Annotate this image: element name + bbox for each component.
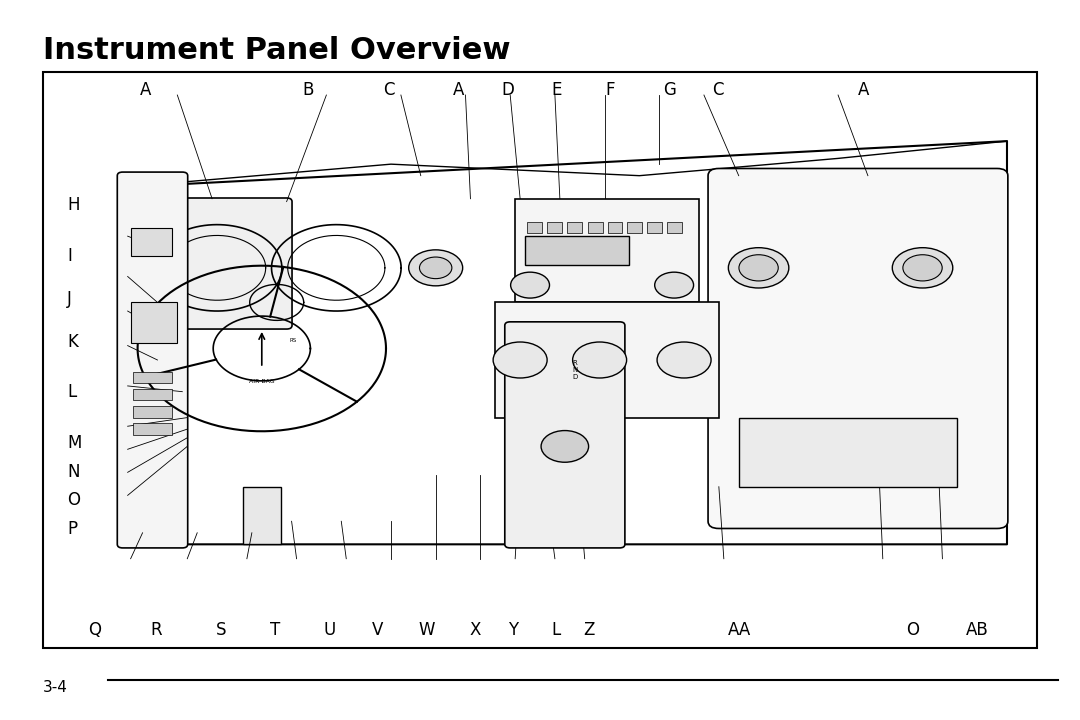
Bar	[243, 487, 281, 544]
Text: L: L	[67, 383, 77, 402]
Bar	[133, 406, 173, 418]
Text: RS: RS	[289, 338, 297, 343]
Bar	[131, 228, 173, 256]
Text: F: F	[606, 81, 615, 99]
Text: E: E	[551, 81, 562, 99]
Bar	[588, 222, 603, 233]
Text: 3-4: 3-4	[43, 680, 68, 695]
Text: B: B	[302, 81, 313, 99]
Circle shape	[728, 248, 788, 288]
Text: G: G	[663, 81, 676, 99]
Text: W: W	[418, 621, 435, 639]
Bar	[627, 222, 643, 233]
Text: Q: Q	[89, 621, 102, 639]
Text: L: L	[552, 621, 561, 639]
Text: C: C	[383, 81, 394, 99]
Circle shape	[657, 342, 711, 378]
FancyBboxPatch shape	[496, 302, 719, 418]
Circle shape	[541, 431, 589, 462]
Text: K: K	[67, 333, 78, 351]
Bar	[133, 389, 173, 400]
Text: I: I	[67, 247, 72, 265]
Text: N: N	[67, 463, 80, 481]
Circle shape	[903, 255, 942, 281]
Text: R: R	[151, 621, 162, 639]
Bar	[546, 222, 562, 233]
Text: A: A	[454, 81, 464, 99]
FancyBboxPatch shape	[504, 322, 625, 548]
Bar	[647, 222, 662, 233]
Text: J: J	[67, 290, 72, 308]
Text: Z: Z	[583, 621, 594, 639]
Text: Y: Y	[508, 621, 518, 639]
Text: V: V	[373, 621, 383, 639]
Text: X: X	[470, 621, 481, 639]
Bar	[667, 222, 683, 233]
FancyBboxPatch shape	[43, 72, 1037, 648]
Circle shape	[739, 255, 779, 281]
Bar	[567, 222, 582, 233]
Text: T: T	[270, 621, 281, 639]
Circle shape	[511, 272, 550, 298]
Text: M: M	[67, 433, 81, 452]
Bar	[739, 418, 957, 487]
Circle shape	[494, 342, 548, 378]
Text: U: U	[323, 621, 336, 639]
Bar	[133, 372, 173, 383]
Circle shape	[419, 257, 451, 279]
Text: A: A	[140, 81, 151, 99]
FancyBboxPatch shape	[515, 199, 699, 302]
Text: S: S	[216, 621, 227, 639]
Text: R
N
D: R N D	[572, 360, 578, 380]
Circle shape	[654, 272, 693, 298]
FancyBboxPatch shape	[152, 198, 292, 329]
FancyBboxPatch shape	[118, 172, 188, 548]
FancyBboxPatch shape	[708, 168, 1008, 528]
Text: AIR BAG: AIR BAG	[249, 379, 274, 384]
Circle shape	[892, 248, 953, 288]
Text: C: C	[713, 81, 724, 99]
Circle shape	[408, 250, 462, 286]
Bar	[527, 222, 542, 233]
Text: D: D	[501, 81, 514, 99]
Text: P: P	[67, 520, 77, 539]
Bar	[608, 222, 622, 233]
Text: AA: AA	[728, 621, 752, 639]
Bar	[131, 302, 177, 343]
Bar	[525, 236, 630, 265]
Bar	[133, 423, 173, 435]
Circle shape	[572, 342, 626, 378]
Text: AB: AB	[966, 621, 989, 639]
Text: H: H	[67, 197, 80, 215]
Text: A: A	[859, 81, 869, 99]
Text: O: O	[67, 492, 80, 510]
Text: Instrument Panel Overview: Instrument Panel Overview	[43, 36, 511, 65]
Text: O: O	[906, 621, 919, 639]
